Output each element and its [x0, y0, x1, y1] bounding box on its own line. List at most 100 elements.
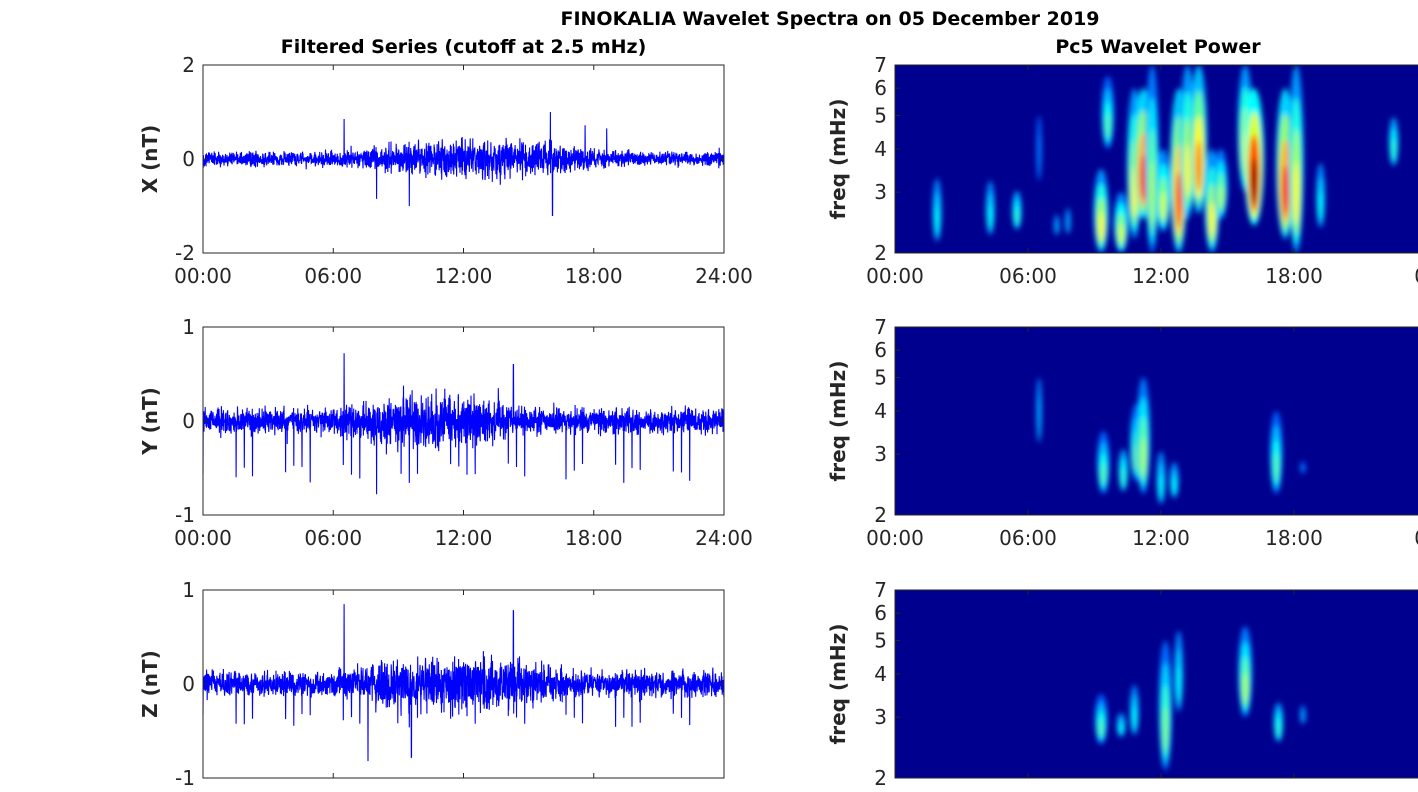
y-tick-label: 4 [874, 399, 887, 423]
power-blob [1195, 140, 1202, 192]
panel-title: Pc5 Wavelet Power [1055, 36, 1261, 58]
power-blob [1176, 666, 1181, 702]
power-blob [1163, 706, 1168, 752]
y-tick-label: 1 [182, 315, 195, 339]
spectrogram-panel-x: Pc5 Wavelet Power 00:00 06:00 12:00 18:00 00 2… [826, 36, 1418, 288]
y-axis-label: Y (nT) [138, 387, 162, 456]
y-tick-label: -1 [175, 503, 195, 527]
spectrogram-background [895, 590, 1418, 778]
x-tick-label: 12:00 [435, 526, 493, 550]
power-blob [1037, 397, 1041, 437]
y-tick-label: 2 [182, 53, 195, 77]
spectrogram-panel-z: 2 3 4 5 67 freq (mHz) [826, 578, 1418, 790]
y-tick-label: 5 [874, 365, 887, 389]
y-tick-label: -1 [175, 766, 195, 788]
power-blob [1274, 453, 1279, 482]
power-blobs [1036, 377, 1306, 505]
y-tick-label: 7 [874, 578, 887, 602]
power-blob [1149, 160, 1155, 225]
y-axis-label: freq (mHz) [826, 99, 850, 220]
x-tick-label: 06:00 [304, 264, 362, 288]
y-axis-label: X (nT) [138, 125, 162, 194]
power-blob [1101, 463, 1106, 485]
y-tick-label: 3 [874, 180, 887, 204]
y-tick-label: 6 [874, 338, 887, 362]
y-tick-label: 2 [874, 241, 887, 265]
y-tick-label: 6 [874, 76, 887, 100]
x-tick-label: 00:00 [174, 526, 232, 550]
x-tick-label: 24:00 [695, 526, 753, 550]
x-tick-label: 12:00 [435, 264, 493, 288]
series-panel-y: 00:00 06:00 12:00 18:00 24:00 -1 0 1 Y (nT) [138, 315, 753, 550]
y-tick-label: 0 [182, 409, 195, 433]
figure-title: FINOKALIA Wavelet Spectra on 05 December… [560, 8, 1099, 30]
y-tick-label: 3 [874, 442, 887, 466]
y-axis-label: freq (mHz) [826, 361, 850, 482]
power-blob [1185, 143, 1191, 197]
y-tick-label: -2 [175, 241, 195, 265]
panel-title: Filtered Series (cutoff at 2.5 mHz) [281, 36, 647, 58]
power-blob [1119, 723, 1124, 734]
power-blob [1276, 719, 1281, 737]
power-blob [1118, 223, 1124, 244]
power-blob [1014, 207, 1019, 225]
series-line-x [202, 111, 725, 216]
y-tick-label: 7 [874, 315, 887, 339]
x-tick-label: 12:00 [1132, 264, 1190, 288]
power-blob [1055, 220, 1059, 234]
y-tick-label: 1 [182, 578, 195, 602]
power-blob [1175, 172, 1182, 229]
power-blob [1301, 711, 1305, 723]
spectrogram-panel-y: 00:00 06:00 12:00 18:00 00 2 3 4 5 67 freq (mHz) [826, 315, 1418, 550]
x-tick-label: 00:00 [174, 264, 232, 288]
x-tick-label: 06:00 [999, 264, 1057, 288]
series-line-z [202, 604, 725, 762]
power-blob [1160, 191, 1166, 220]
series-panel-z: -1 0 1 Z (nT) [138, 578, 725, 790]
power-blob [1209, 202, 1215, 238]
power-layer [932, 65, 1399, 253]
power-layer [1036, 377, 1306, 505]
y-tick-label: 5 [874, 103, 887, 127]
power-blob [988, 204, 993, 229]
x-tick-label: 18:00 [565, 264, 623, 288]
power-blob [1282, 164, 1289, 217]
y-tick-label: 0 [182, 672, 195, 696]
x-tick-label: 00 [1414, 526, 1418, 550]
x-tick-label: 18:00 [1265, 264, 1323, 288]
y-axis-label: freq (mHz) [826, 624, 850, 745]
x-tick-label: 00:00 [866, 526, 924, 550]
power-blob [1140, 436, 1146, 477]
power-blob [935, 206, 940, 234]
x-tick-label: 00 [1414, 264, 1418, 288]
power-blob [1301, 465, 1305, 473]
y-tick-label: 4 [874, 137, 887, 161]
x-tick-label: 18:00 [1265, 526, 1323, 550]
y-tick-label: 2 [874, 766, 887, 788]
power-blobs [932, 65, 1399, 253]
x-tick-label: 06:00 [999, 526, 1057, 550]
y-tick-label: 7 [874, 53, 887, 77]
x-tick-label: 12:00 [1132, 526, 1190, 550]
power-blob [1098, 211, 1104, 241]
power-blobs [1094, 626, 1306, 771]
series-panel-x: Filtered Series (cutoff at 2.5 mHz) 00:00… [138, 36, 753, 288]
y-tick-label: 0 [182, 147, 195, 171]
power-blob [1242, 672, 1248, 704]
power-blob [1140, 155, 1147, 200]
power-blob [1391, 138, 1396, 160]
x-tick-label: 18:00 [565, 526, 623, 550]
series-line-y [202, 353, 725, 495]
y-axis-label: Z (nT) [138, 650, 162, 718]
power-blob [1293, 160, 1299, 225]
y-tick-label: 5 [874, 628, 887, 652]
power-blob [1105, 113, 1110, 139]
power-blob [1218, 184, 1224, 209]
power-blob [1066, 215, 1070, 232]
y-tick-label: 6 [874, 601, 887, 625]
spectrogram-background [895, 327, 1418, 515]
power-blob [1132, 706, 1137, 729]
x-tick-label: 06:00 [304, 526, 362, 550]
power-layer [1094, 626, 1306, 771]
power-blob [1172, 477, 1177, 494]
